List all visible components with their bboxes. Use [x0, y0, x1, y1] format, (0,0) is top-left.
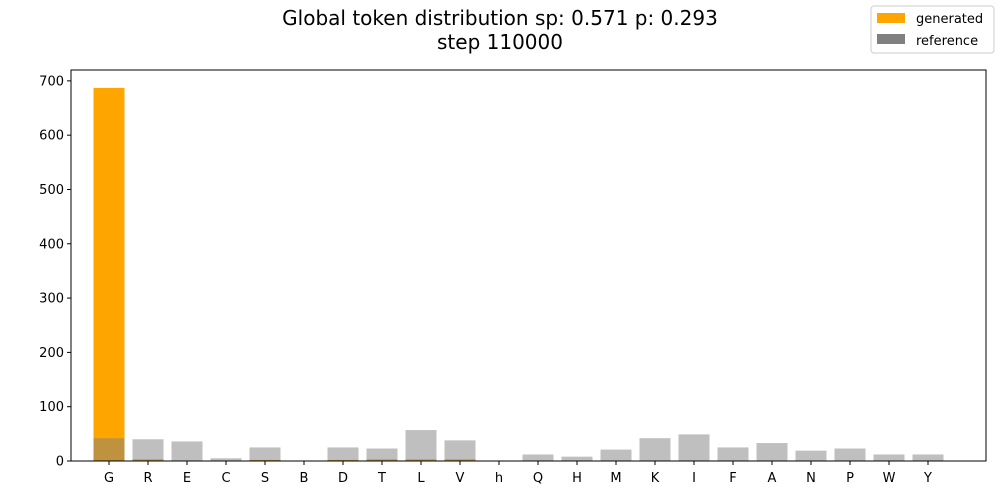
bar-reference-E	[171, 441, 203, 461]
bar-reference-D	[327, 447, 359, 461]
bar-reference-K	[639, 438, 671, 461]
bar-reference-C	[210, 458, 242, 461]
y-tick-label: 100	[39, 400, 64, 415]
x-tick-label-F: F	[729, 471, 736, 486]
bar-reference-S	[249, 447, 281, 461]
x-tick-label-C: C	[221, 471, 230, 486]
y-tick-label: 300	[39, 292, 64, 307]
bar-reference-I	[678, 434, 710, 461]
y-tick-label: 700	[39, 74, 64, 89]
y-tick-label: 500	[39, 183, 64, 198]
x-tick-label-N: N	[806, 471, 816, 486]
bars-layer	[93, 87, 944, 461]
chart-title-line1: Global token distribution sp: 0.571 p: 0…	[282, 6, 718, 30]
bar-reference-R	[132, 439, 164, 461]
legend: generated reference	[870, 5, 995, 54]
x-tick-label-S: S	[261, 471, 269, 486]
legend-swatch-generated	[877, 13, 905, 23]
bar-reference-T	[366, 448, 398, 461]
x-tick-label-L: L	[417, 471, 425, 486]
chart-title-line2: step 110000	[437, 30, 563, 54]
legend-swatch-reference	[877, 34, 905, 44]
x-tick-label-W: W	[883, 471, 896, 486]
bar-reference-M	[600, 449, 632, 461]
x-tick-label-T: T	[377, 471, 386, 486]
bar-reference-A	[756, 443, 788, 461]
x-tick-label-E: E	[183, 471, 191, 486]
x-tick-label-B: B	[300, 471, 309, 486]
x-tick-label-Q: Q	[533, 471, 543, 486]
x-tick-label-R: R	[143, 471, 152, 486]
x-tick-label-H: H	[572, 471, 582, 486]
legend-label-generated: generated	[916, 12, 983, 27]
bar-reference-Q	[522, 454, 554, 461]
y-tick-label: 400	[39, 237, 64, 252]
bar-reference-W	[873, 454, 905, 461]
y-tick-label: 600	[39, 129, 64, 144]
bar-reference-F	[717, 447, 749, 461]
plot-frame	[70, 69, 987, 462]
x-tick-label-G: G	[104, 471, 114, 486]
x-tick-label-P: P	[846, 471, 854, 486]
bar-reference-G	[93, 438, 125, 461]
y-tick-label: 0	[56, 455, 64, 470]
x-tick-label-Y: Y	[923, 471, 932, 486]
x-tick-label-A: A	[768, 471, 777, 486]
legend-label-reference: reference	[916, 34, 978, 49]
bar-reference-H	[561, 456, 593, 461]
bar-reference-P	[834, 448, 866, 461]
x-tick-label-V: V	[456, 471, 465, 486]
bar-reference-V	[444, 440, 476, 461]
x-tick-label-I: I	[692, 471, 696, 486]
bar-reference-L	[405, 430, 437, 461]
bar-generated-G	[93, 87, 125, 461]
x-tick-label-D: D	[338, 471, 348, 486]
bar-reference-Y	[912, 454, 944, 461]
bar-reference-N	[795, 450, 827, 461]
x-tick-label-M: M	[610, 471, 621, 486]
x-tick-label-h: h	[495, 471, 503, 486]
x-tick-label-K: K	[651, 471, 660, 486]
y-tick-label: 200	[39, 346, 64, 361]
